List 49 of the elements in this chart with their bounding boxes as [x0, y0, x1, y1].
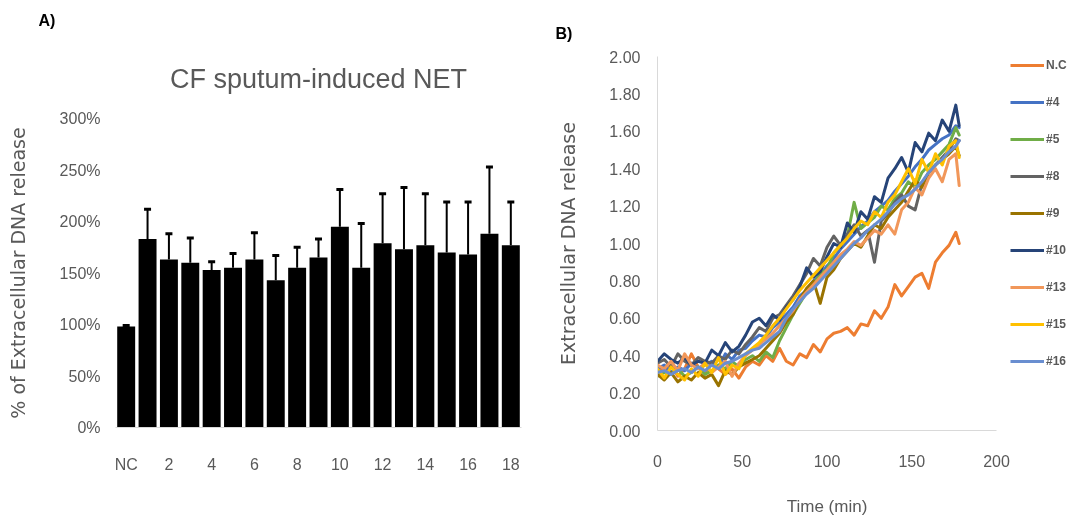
y-tick-label: 250% — [59, 161, 101, 179]
y-tick-label: 0% — [77, 419, 101, 436]
x-tick-label: 100 — [813, 452, 841, 470]
text: A) — [38, 11, 56, 29]
legend-label: #10 — [1046, 242, 1067, 259]
y-tick-label: 1.60 — [609, 123, 641, 141]
legend-label: #5 — [1046, 131, 1061, 148]
legend-label: #16 — [1046, 353, 1067, 370]
y-tick-label: 300% — [59, 110, 101, 127]
y-axis-title: Extracellular DNA release — [557, 122, 580, 365]
x-tick-label: 16 — [459, 455, 478, 473]
y-tick-label: 0.80 — [609, 272, 641, 290]
legend-label: #13 — [1046, 279, 1067, 296]
y-tick-label: 0.20 — [609, 385, 641, 403]
legend-label: N.C — [1046, 57, 1067, 74]
text: B) — [555, 24, 573, 42]
y-axis-title: % of Extracellular DNA release — [6, 127, 29, 419]
y-tick-label: 1.40 — [609, 160, 641, 178]
y-tick-label: 0.40 — [609, 347, 641, 365]
y-tick-label: 0.60 — [609, 310, 641, 328]
legend-label: #15 — [1046, 316, 1067, 333]
legend-label: #9 — [1046, 205, 1061, 222]
x-tick-label: 50 — [733, 452, 752, 470]
legend-label: #4 — [1046, 94, 1061, 111]
x-tick-label: 2 — [164, 455, 174, 473]
y-tick-label: 200% — [59, 213, 101, 230]
x-tick-label: 6 — [249, 455, 259, 473]
x-tick-label: 4 — [207, 455, 217, 473]
y-tick-label: 1.20 — [609, 198, 641, 216]
bar — [117, 326, 136, 428]
x-tick-label: 12 — [373, 455, 392, 473]
y-tick-label: 1.00 — [609, 235, 641, 253]
x-tick-label: 0 — [653, 452, 663, 470]
y-tick-label: 2.00 — [609, 48, 641, 66]
x-tick-label: 14 — [416, 455, 435, 473]
y-tick-label: 0.00 — [609, 422, 641, 440]
x-tick-label: 18 — [501, 455, 520, 473]
x-tick-label: 150 — [898, 452, 926, 470]
x-axis-title: Time (min) — [786, 496, 868, 516]
x-tick-label: 8 — [292, 455, 302, 473]
x-tick-label: NC — [114, 455, 138, 473]
y-tick-label: 100% — [59, 316, 101, 333]
x-tick-label: 200 — [983, 452, 1010, 470]
legend-label: #8 — [1046, 168, 1061, 185]
y-tick-label: 1.80 — [609, 85, 641, 103]
chart-title: CF sputum-induced NET — [169, 64, 468, 94]
x-tick-label: 10 — [330, 455, 349, 473]
y-tick-label: 50% — [68, 367, 101, 385]
y-tick-label: 150% — [59, 264, 101, 282]
